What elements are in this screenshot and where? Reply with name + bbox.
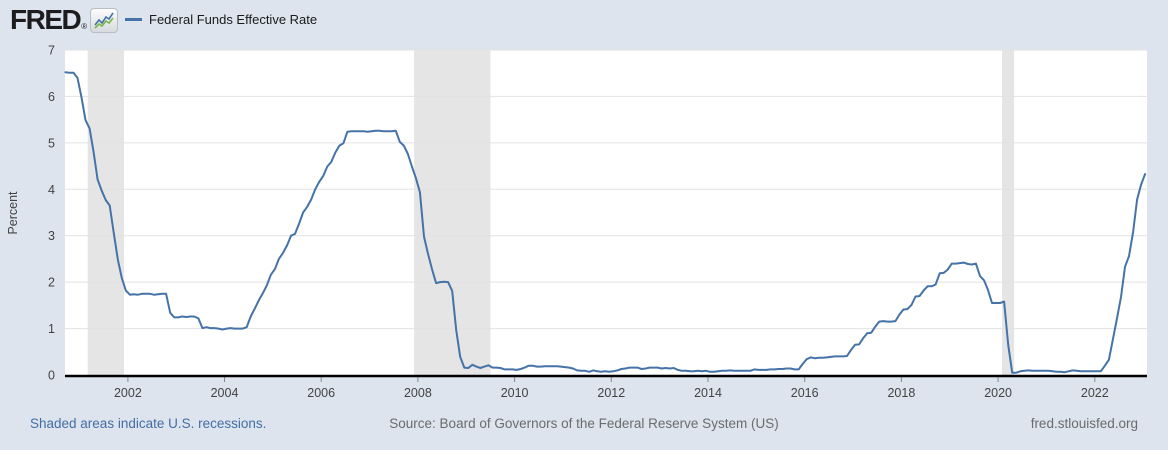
fred-site-link[interactable]: fred.stlouisfed.org <box>1030 416 1138 431</box>
y-tick-label: 2 <box>48 276 55 290</box>
series-line-federal-funds-rate[interactable] <box>64 71 1147 374</box>
y-tick-label: 6 <box>48 90 55 104</box>
x-tick-label: 2004 <box>211 386 239 400</box>
x-tick-label: 2018 <box>887 386 915 400</box>
x-tick-label: 2006 <box>307 386 335 400</box>
plot-background <box>65 50 1147 375</box>
y-tick-label: 4 <box>48 183 55 197</box>
recession-band <box>414 50 491 375</box>
legend-series-label: Federal Funds Effective Rate <box>149 12 318 27</box>
chart-footer: Shaded areas indicate U.S. recessions. S… <box>0 416 1168 440</box>
x-tick-label: 2012 <box>597 386 625 400</box>
recession-band <box>1002 50 1015 375</box>
y-tick-label: 3 <box>48 229 55 243</box>
registered-mark: ® <box>81 22 88 31</box>
legend-line-swatch <box>125 18 142 21</box>
y-axis-title: Percent <box>6 191 20 235</box>
x-tick-label: 2016 <box>791 386 819 400</box>
y-tick-label: 5 <box>48 136 55 150</box>
y-tick-label: 1 <box>48 322 55 336</box>
x-tick-label: 2002 <box>114 386 142 400</box>
fred-brand: FRED ® <box>10 4 119 35</box>
x-tick-label: 2010 <box>501 386 529 400</box>
x-tick-label: 2014 <box>694 386 722 400</box>
fred-logo: FRED <box>10 4 82 35</box>
chart-plot-area[interactable]: Percent 0 1 2 3 4 5 6 7 2002 2004 2006 2008 2010 2012… <box>0 0 1168 412</box>
recession-band <box>87 50 124 375</box>
y-tick-label: 0 <box>48 369 55 383</box>
x-tick-label: 2008 <box>404 386 432 400</box>
sparkline-icon <box>90 7 119 33</box>
y-tick-label: 7 <box>48 44 55 58</box>
source-text: Source: Board of Governors of the Federa… <box>389 416 779 431</box>
recessions-note-link[interactable]: Shaded areas indicate U.S. recessions. <box>30 416 267 431</box>
legend: Federal Funds Effective Rate <box>125 12 317 27</box>
x-tick-label: 2020 <box>984 386 1012 400</box>
x-tick-label: 2022 <box>1081 386 1109 400</box>
